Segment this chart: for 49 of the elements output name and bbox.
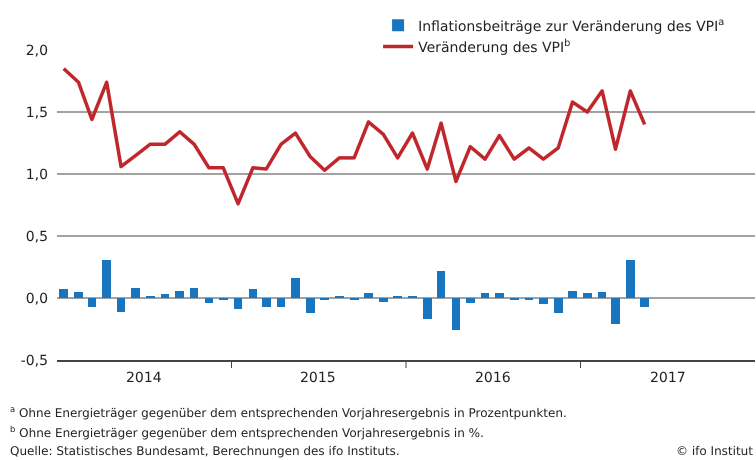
bar <box>131 288 140 298</box>
x-tick-label: 2016 <box>475 370 511 386</box>
text: $^{b}$ Ohne Energieträger gegenüber dem entsprechenden Vorjahresergebnis in %. <box>10 424 484 440</box>
bar <box>161 294 169 298</box>
y-tick-label: 2,0 <box>26 42 48 59</box>
source-note: Quelle: Statistisches Bundesamt, Berechnungen des ifo Instituts. <box>10 444 400 458</box>
x-tick-label: 2015 <box>300 370 336 386</box>
bar <box>423 298 432 319</box>
text: $^{a}$ Ohne Energieträger gegenüber dem entsprechenden Vorjahresergebnis in Prozentpunkten. <box>10 404 567 420</box>
bar <box>452 298 460 330</box>
bar <box>611 298 620 324</box>
bar <box>59 289 68 298</box>
bar <box>88 298 96 307</box>
bar <box>554 298 563 313</box>
bar <box>234 298 242 309</box>
bar <box>495 293 504 298</box>
bar <box>74 292 83 298</box>
y-tick-label: -0,5 <box>20 352 48 369</box>
bar <box>626 260 635 298</box>
bar <box>306 298 315 313</box>
bar <box>481 293 489 298</box>
y-tick-label: 0,0 <box>26 290 48 307</box>
bar <box>190 288 198 298</box>
bar <box>249 289 257 298</box>
legend-label: Veränderung des VPI$^{b}$ <box>418 38 570 56</box>
bar <box>291 278 300 298</box>
bar <box>102 260 111 298</box>
bar <box>117 298 125 312</box>
bar <box>205 298 213 303</box>
line-series <box>62 66 646 206</box>
bar <box>568 291 577 298</box>
bar <box>466 298 475 303</box>
bar <box>437 271 445 298</box>
y-tick-label: 1,5 <box>26 104 48 121</box>
bar <box>583 293 592 298</box>
bar <box>379 298 388 302</box>
bar <box>539 298 548 304</box>
bar <box>277 298 285 307</box>
bar <box>364 293 373 298</box>
legend-label: Inflationsbeiträge zur Veränderung des VPI$^{a}$ <box>418 16 724 35</box>
bar <box>262 298 271 307</box>
bar <box>640 298 649 307</box>
x-tick-label: 2014 <box>126 370 162 386</box>
y-tick-label: 0,5 <box>26 228 48 245</box>
x-tick-label: 2017 <box>650 370 686 386</box>
y-tick-label: 1,0 <box>26 166 48 183</box>
bar <box>175 291 184 298</box>
bar <box>598 292 606 298</box>
text: © ifo Institut <box>676 444 754 458</box>
